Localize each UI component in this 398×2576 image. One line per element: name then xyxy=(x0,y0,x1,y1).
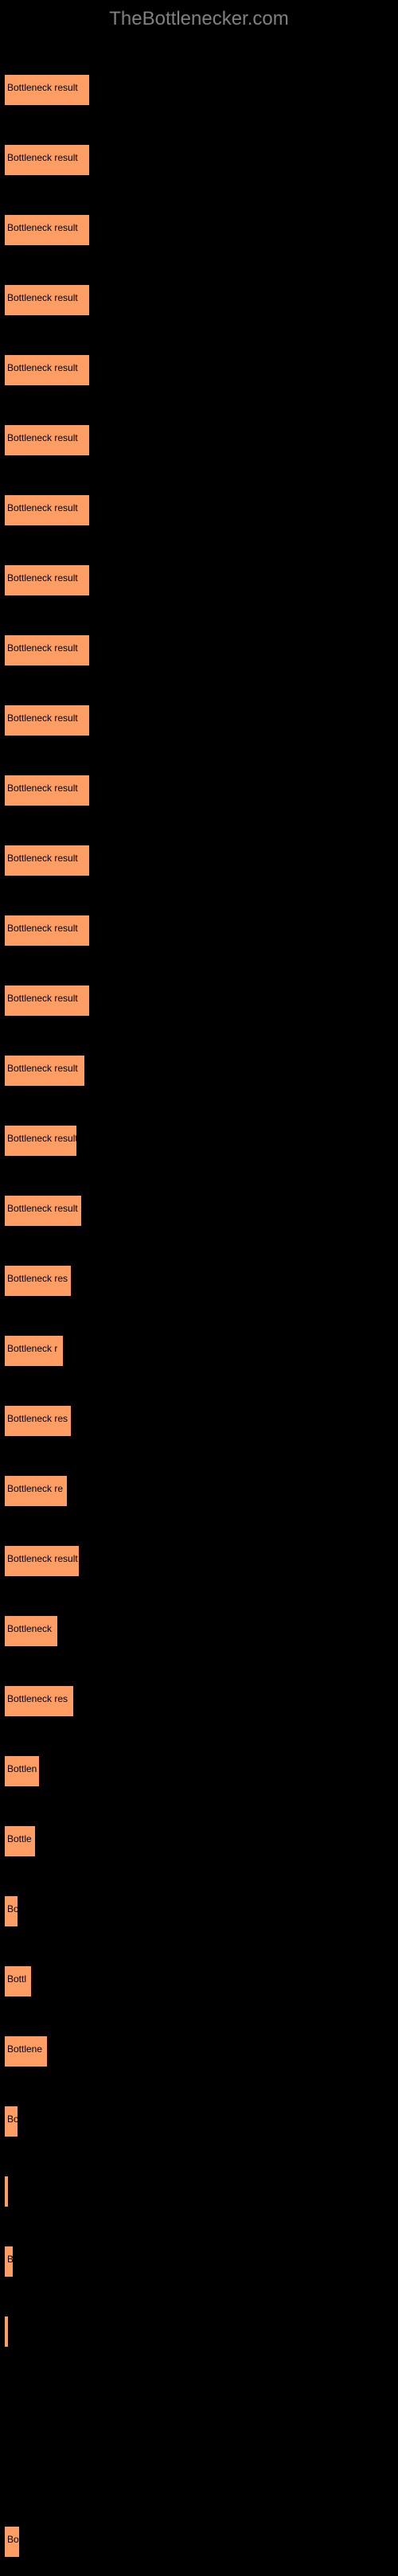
bar-label: Bottleneck result xyxy=(7,292,78,303)
chart-bar xyxy=(4,2316,9,2348)
chart-bar xyxy=(4,2176,9,2207)
bar-label: Bottleneck re xyxy=(7,1483,63,1494)
bar-row: Bottle xyxy=(4,1805,394,1875)
bar-label: Bottleneck result xyxy=(7,432,78,443)
bar-row: Bottleneck result xyxy=(4,825,394,895)
bar-row: Bottleneck xyxy=(4,1595,394,1665)
bar-row: Bottleneck result xyxy=(4,615,394,685)
bar-row: Bottlen xyxy=(4,1735,394,1805)
bar-label: B xyxy=(7,2254,14,2265)
bar-label: Bottleneck res xyxy=(7,1693,68,1704)
bar-row xyxy=(4,2296,394,2366)
bar-label: Bottleneck result xyxy=(7,362,78,373)
bar-row: Bottleneck result xyxy=(4,194,394,264)
bar-row: Bottleneck result xyxy=(4,474,394,544)
bar-label: Bottleneck result xyxy=(7,853,78,864)
bar-row: Bo xyxy=(4,2086,394,2156)
bar-row: Bo xyxy=(4,2506,394,2576)
bar-label: Bottl xyxy=(7,1973,26,1985)
site-title: TheBottlenecker.com xyxy=(109,8,288,29)
bar-row: Bo xyxy=(4,1875,394,1946)
bar-label: Bottleneck result xyxy=(7,1203,78,1214)
bar-row: Bottleneck r xyxy=(4,1315,394,1385)
bar-label: Bottlen xyxy=(7,1763,37,1774)
bar-label: Bottleneck result xyxy=(7,1553,78,1564)
chart-bar xyxy=(4,2456,6,2488)
bar-row: Bottleneck result xyxy=(4,1175,394,1245)
bar-chart: Bottleneck result Bottleneck result Bottle… xyxy=(0,54,398,2576)
header: TheBottlenecker.com xyxy=(0,0,398,54)
bar-label: Bottleneck result xyxy=(7,783,78,794)
bar-row: Bottleneck result xyxy=(4,755,394,825)
bar-row: Bottleneck result xyxy=(4,895,394,965)
bar-label: Bottleneck result xyxy=(7,1063,78,1074)
bar-label: Bo xyxy=(7,1903,18,1914)
bar-row: Bottleneck result xyxy=(4,1105,394,1175)
bar-row xyxy=(4,2436,394,2506)
bar-row: B xyxy=(4,2226,394,2296)
bar-label: Bottleneck result xyxy=(7,82,78,93)
bar-row: Bottlene xyxy=(4,2016,394,2086)
bar-row: Bottleneck result xyxy=(4,1035,394,1105)
bar-row: Bottleneck res xyxy=(4,1245,394,1315)
bar-row: Bottleneck result xyxy=(4,965,394,1035)
bar-label: Bottleneck result xyxy=(7,923,78,934)
bar-row: Bottleneck result xyxy=(4,334,394,404)
bar-label: Bottleneck r xyxy=(7,1343,57,1354)
bar-label: Bo xyxy=(7,2534,19,2545)
bar-label: Bottleneck res xyxy=(7,1413,68,1424)
bar-label: Bottleneck result xyxy=(7,152,78,163)
chart-bar xyxy=(4,2386,6,2418)
bar-label: Bottleneck result xyxy=(7,502,78,513)
bar-row xyxy=(4,2366,394,2436)
bar-row: Bottleneck result xyxy=(4,404,394,474)
bar-row: Bottleneck re xyxy=(4,1455,394,1525)
bar-label: Bottlene xyxy=(7,2043,42,2055)
bar-label: Bottle xyxy=(7,1833,32,1844)
bar-row: Bottleneck result xyxy=(4,1525,394,1595)
bar-row: Bottleneck res xyxy=(4,1385,394,1455)
bar-row: Bottleneck res xyxy=(4,1665,394,1735)
bar-label: Bottleneck result xyxy=(7,572,78,584)
bar-label: Bottleneck result xyxy=(7,1133,77,1144)
bar-label: Bottleneck result xyxy=(7,642,78,654)
bar-row: Bottleneck result xyxy=(4,544,394,615)
bar-label: Bottleneck result xyxy=(7,712,78,724)
bar-row: Bottleneck result xyxy=(4,685,394,755)
bar-row: Bottleneck result xyxy=(4,124,394,194)
bar-label: Bottleneck xyxy=(7,1623,52,1634)
bar-label: Bo xyxy=(7,2113,18,2125)
bar-label: Bottleneck result xyxy=(7,993,78,1004)
bar-row: Bottleneck result xyxy=(4,54,394,124)
bar-label: Bottleneck res xyxy=(7,1273,68,1284)
bar-label: Bottleneck result xyxy=(7,222,78,233)
bar-row: Bottl xyxy=(4,1946,394,2016)
bar-row: Bottleneck result xyxy=(4,264,394,334)
bar-row xyxy=(4,2156,394,2226)
